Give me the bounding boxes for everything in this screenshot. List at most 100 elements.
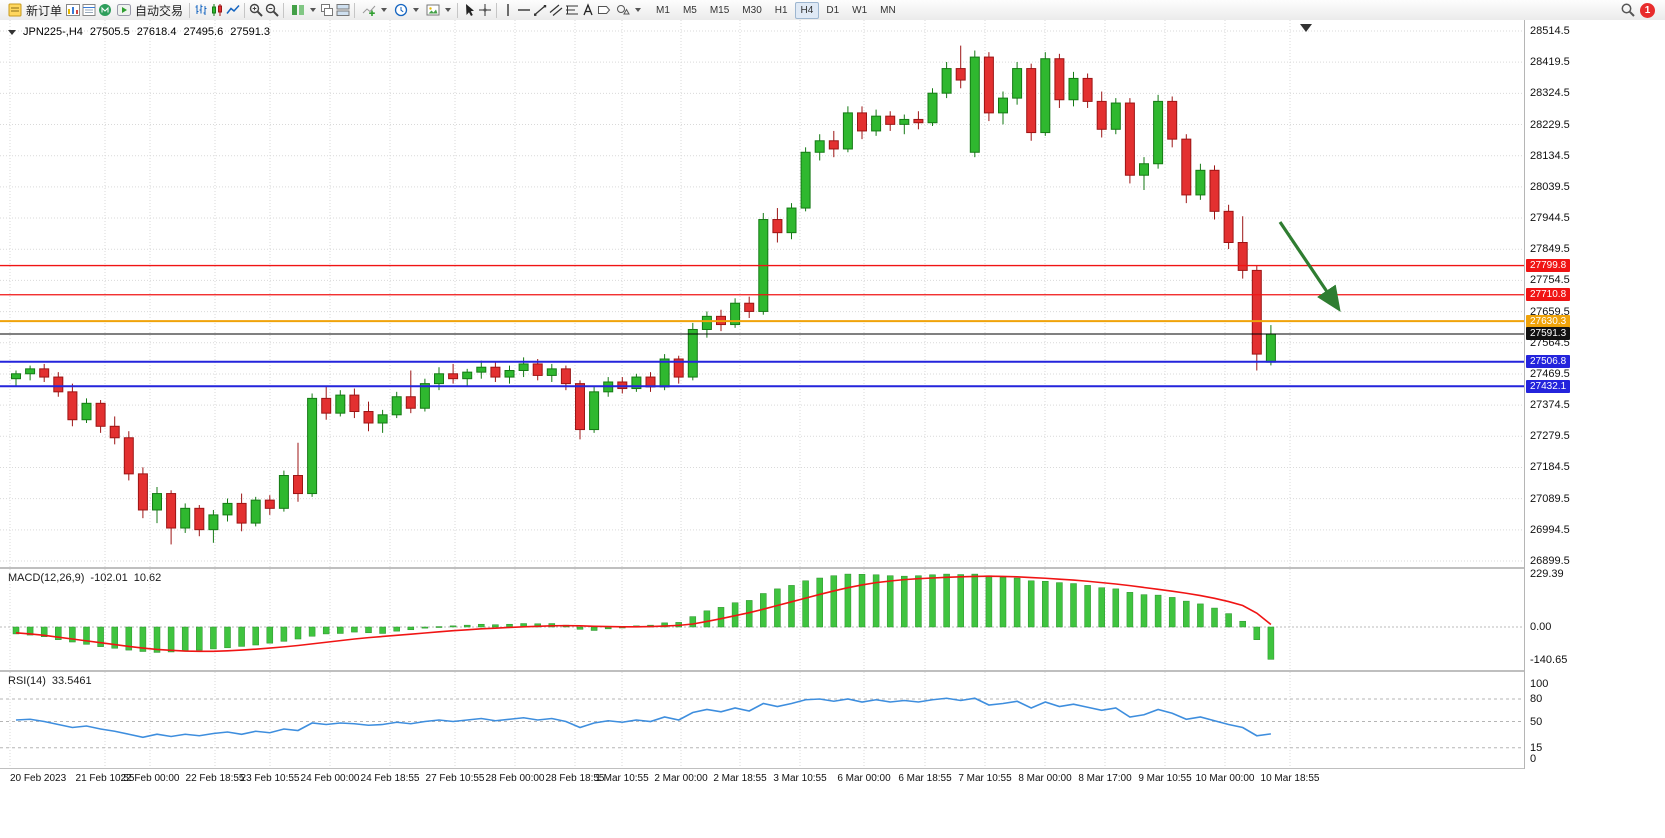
zoom-out-icon[interactable] <box>264 2 280 18</box>
price-axis-label: 27089.5 <box>1530 492 1570 505</box>
ohlc-open: 27505.5 <box>89 26 130 38</box>
dropdown-caret-icon <box>381 8 388 12</box>
rsi-scale-label: 0 <box>1530 753 1537 765</box>
tile-windows-button[interactable] <box>287 1 319 20</box>
line-chart-icon[interactable] <box>225 2 241 18</box>
rsi-scale-label: 80 <box>1530 693 1543 705</box>
collapse-indicator-icon[interactable] <box>8 29 16 35</box>
vertical-line-tool-icon[interactable] <box>500 2 516 18</box>
price-axis-label: 28419.5 <box>1530 56 1570 69</box>
price-axis-label: 27659.5 <box>1530 305 1570 318</box>
price-axis-label: 27279.5 <box>1530 430 1570 443</box>
macd-name: MACD(12,26,9) <box>8 572 85 584</box>
time-axis-label: 22 Feb 00:00 <box>120 773 180 784</box>
price-axis-label: 26899.5 <box>1530 555 1570 567</box>
time-axis-label: 22 Feb 18:55 <box>185 773 245 784</box>
price-tag: 27506.8 <box>1526 355 1571 369</box>
chart-ohlc-header: JPN225-,H4 27505.5 27618.4 27495.6 27591… <box>8 26 270 38</box>
time-axis-label: 9 Mar 10:55 <box>1138 773 1192 784</box>
auto-trading-button[interactable]: 自动交易 <box>113 1 186 20</box>
fibonacci-tool-icon[interactable] <box>564 2 580 18</box>
search-icon[interactable] <box>1620 2 1636 18</box>
time-axis-label: 1 Mar 10:55 <box>595 773 649 784</box>
price-axis-label: 28229.5 <box>1530 118 1570 131</box>
price-axis-label: 27184.5 <box>1530 461 1570 474</box>
time-axis-label: 8 Mar 17:00 <box>1078 773 1132 784</box>
macd-indicator-panel[interactable] <box>0 569 1524 670</box>
zoom-in-icon[interactable] <box>248 2 264 18</box>
scroll-marker-icon <box>1300 24 1312 32</box>
ohlc-high: 27618.4 <box>136 26 177 38</box>
cascade-windows-icon[interactable] <box>319 2 335 18</box>
timeframe-button-m30[interactable]: M30 <box>742 4 762 16</box>
timeframe-button-m1[interactable]: M1 <box>656 4 670 16</box>
label-tool-icon[interactable] <box>596 2 612 18</box>
price-tag: 27591.3 <box>1526 327 1571 341</box>
rsi-indicator-panel <box>0 672 1524 768</box>
cursor-icon[interactable] <box>461 2 477 18</box>
new-order-button[interactable]: 新订单 <box>4 1 65 20</box>
notifications-badge[interactable]: 1 <box>1640 2 1655 18</box>
timeframe-button-w1[interactable]: W1 <box>852 4 868 16</box>
price-axis-label: 28134.5 <box>1530 149 1570 162</box>
clock-icon <box>393 2 409 18</box>
macd-scale-label: 0.00 <box>1530 621 1552 633</box>
panel-splitter-main-macd[interactable] <box>0 567 1665 569</box>
timeframe-toolbar: M1 M5 M15 M30 H1 H4 D1 W1 MN <box>650 1 902 19</box>
main-toolbar: 新订单 自动交易 <box>0 0 1665 21</box>
crosshair-icon[interactable] <box>477 2 493 18</box>
periods-button[interactable] <box>390 1 422 20</box>
macd-scale-label: -140.65 <box>1530 653 1568 666</box>
timeframe-button-h4[interactable]: H4 <box>794 1 820 19</box>
shapes-icon <box>615 2 631 18</box>
main-price-chart[interactable] <box>0 20 1524 567</box>
channel-tool-icon[interactable] <box>548 2 564 18</box>
templates-button[interactable] <box>422 1 454 20</box>
indicators-button[interactable] <box>358 1 390 20</box>
template-icon <box>425 2 441 18</box>
price-axis-label: 28514.5 <box>1530 25 1570 37</box>
ohlc-low: 27495.6 <box>183 26 224 38</box>
timeframe-button-mn[interactable]: MN <box>880 4 896 16</box>
time-axis-label: 23 Feb 10:55 <box>240 773 300 784</box>
dropdown-caret-icon <box>445 8 452 12</box>
arrange-windows-icon[interactable] <box>335 2 351 18</box>
price-axis-label: 26994.5 <box>1530 523 1570 536</box>
macd-main-value: -102.01 <box>90 572 128 584</box>
rsi-scale-label: 50 <box>1530 715 1543 728</box>
time-axis-label: 2 Mar 18:55 <box>713 773 767 784</box>
dropdown-caret-icon <box>635 8 642 12</box>
time-axis-border <box>0 768 1665 769</box>
candlestick-chart-icon[interactable] <box>209 2 225 18</box>
navigator-icon[interactable] <box>81 2 97 18</box>
time-axis[interactable]: 20 Feb 2023 21 Feb 10:55 22 Feb 00:00 22 Fe… <box>0 769 1524 791</box>
price-axis-label: 27469.5 <box>1530 367 1570 380</box>
tile-windows-icon <box>290 2 306 18</box>
dropdown-caret-icon <box>310 8 317 12</box>
price-axis-label: 27849.5 <box>1530 243 1570 256</box>
macd-signal-value: 10.62 <box>133 572 162 584</box>
trendline-tool-icon[interactable] <box>532 2 548 18</box>
macd-scale-label: 229.39 <box>1530 567 1564 580</box>
toolbar-separator <box>189 2 191 18</box>
bar-chart-icon[interactable] <box>193 2 209 18</box>
price-axis-label: 27754.5 <box>1530 274 1570 287</box>
text-tool-icon[interactable] <box>580 2 596 18</box>
timeframe-button-m5[interactable]: M5 <box>682 4 697 16</box>
timeframe-button-h1[interactable]: H1 <box>774 4 788 16</box>
auto-trading-icon <box>116 2 132 18</box>
charts-icon[interactable] <box>65 2 81 18</box>
price-axis[interactable]: 28514.5 28419.5 28324.5 28229.5 28134.5 28039… <box>1524 20 1665 769</box>
timeframe-button-d1[interactable]: D1 <box>826 4 840 16</box>
horizontal-line-tool-icon[interactable] <box>516 2 532 18</box>
community-icon[interactable] <box>97 2 113 18</box>
price-axis-label: 27374.5 <box>1530 399 1570 412</box>
shapes-button[interactable] <box>612 1 644 20</box>
panel-splitter-macd-rsi[interactable] <box>0 670 1665 672</box>
rsi-scale-label: 15 <box>1530 741 1543 754</box>
time-axis-label: 28 Feb 18:55 <box>545 773 605 784</box>
timeframe-button-m15[interactable]: M15 <box>709 4 730 16</box>
add-indicator-icon <box>361 2 377 18</box>
toolbar-separator <box>457 2 459 18</box>
time-axis-label: 8 Mar 00:00 <box>1018 773 1072 784</box>
